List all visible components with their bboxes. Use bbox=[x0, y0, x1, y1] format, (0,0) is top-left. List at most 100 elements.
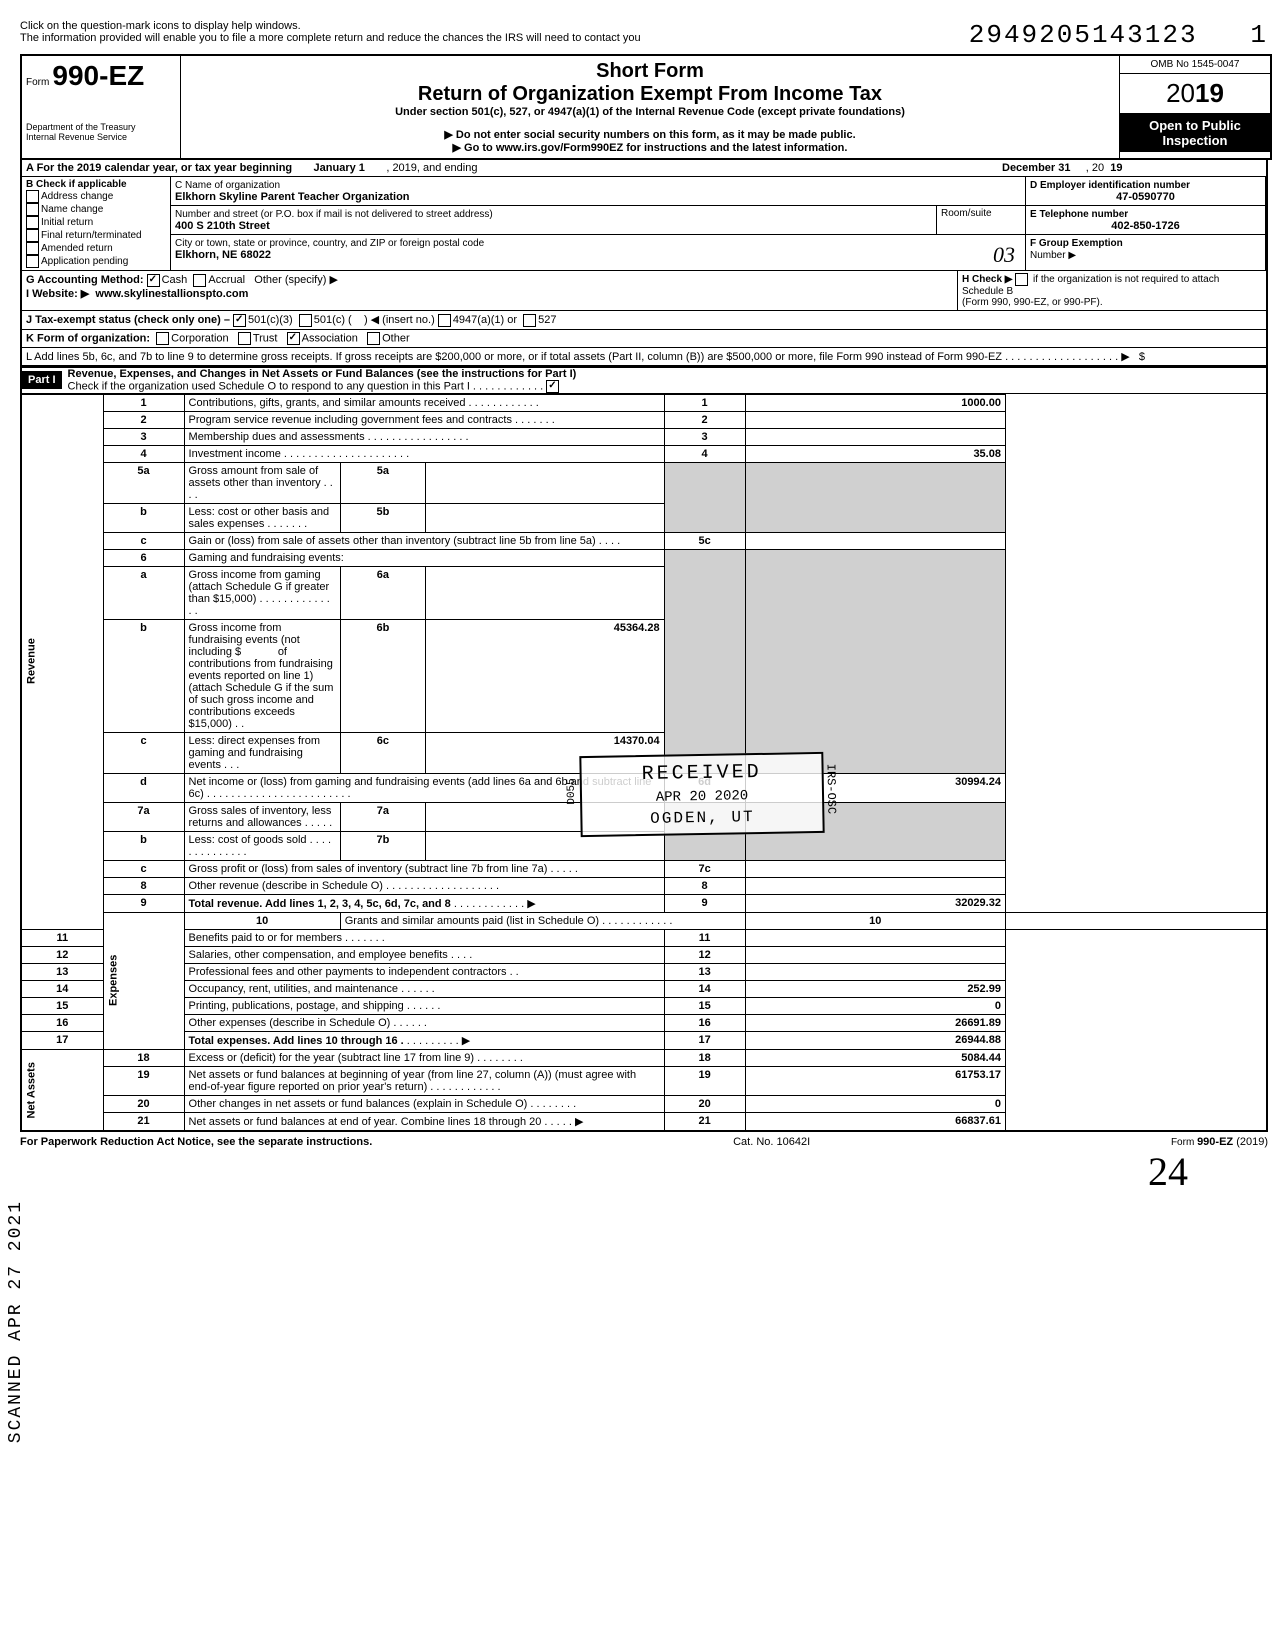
checkbox-accrual[interactable] bbox=[193, 274, 206, 287]
footer-cat-no: Cat. No. 10642I bbox=[733, 1136, 810, 1148]
checkbox-other-org[interactable] bbox=[367, 332, 380, 345]
line-21-text: Net assets or fund balances at end of ye… bbox=[189, 1116, 542, 1128]
checkbox-application-pending[interactable] bbox=[26, 255, 39, 268]
line-18-text: Excess or (deficit) for the year (subtra… bbox=[189, 1052, 475, 1064]
line-3-text: Membership dues and assessments . bbox=[189, 431, 371, 443]
checkbox-schedule-b[interactable] bbox=[1015, 273, 1028, 286]
row-l-text: L Add lines 5b, 6c, and 7b to line 9 to … bbox=[26, 351, 1008, 363]
line-18-num: 18 bbox=[103, 1049, 184, 1066]
label-cash: Cash bbox=[162, 274, 188, 286]
line-10-text: Grants and similar amounts paid (list in… bbox=[345, 915, 599, 927]
checkbox-amended-return[interactable] bbox=[26, 242, 39, 255]
line-4-text: Investment income bbox=[189, 448, 281, 460]
label-other-org: Other bbox=[382, 332, 410, 344]
line-3-num: 3 bbox=[103, 428, 184, 445]
checkbox-cash[interactable] bbox=[147, 274, 160, 287]
line-11-value bbox=[745, 929, 1005, 946]
line-8-text: Other revenue (describe in Schedule O) . bbox=[189, 880, 390, 892]
line-21-right-num: 21 bbox=[664, 1112, 745, 1131]
ein: 47-0590770 bbox=[1116, 191, 1175, 203]
label-other-method: Other (specify) ▶ bbox=[254, 274, 338, 286]
checkbox-501c[interactable] bbox=[299, 314, 312, 327]
line-17-right-num: 17 bbox=[664, 1031, 745, 1049]
section-net-assets: Net Assets bbox=[21, 1049, 103, 1131]
line-5a-value bbox=[426, 462, 665, 503]
line-16-text: Other expenses (describe in Schedule O) bbox=[189, 1017, 391, 1029]
line-7b-num: b bbox=[103, 831, 184, 860]
line-12-right-num: 12 bbox=[664, 946, 745, 963]
line-7c-right-num: 7c bbox=[664, 860, 745, 877]
checkbox-association[interactable] bbox=[287, 332, 300, 345]
label-trust: Trust bbox=[253, 332, 278, 344]
line-6d-num: d bbox=[103, 773, 184, 802]
page-number: 1 bbox=[1250, 20, 1268, 50]
line-20-value: 0 bbox=[745, 1095, 1005, 1112]
line-8-num: 8 bbox=[103, 877, 184, 894]
label-application-pending: Application pending bbox=[41, 256, 128, 267]
checkbox-initial-return[interactable] bbox=[26, 216, 39, 229]
checkbox-501c3[interactable] bbox=[233, 314, 246, 327]
line-17-num: 17 bbox=[21, 1031, 103, 1049]
line-6b-num: b bbox=[103, 619, 184, 732]
line-5a-text: Gross amount from sale of assets other t… bbox=[189, 465, 321, 489]
form-number: 990-EZ bbox=[52, 60, 144, 91]
line-16-right-num: 16 bbox=[664, 1014, 745, 1031]
line-5c-text: Gain or (loss) from sale of assets other… bbox=[189, 535, 596, 547]
label-insert-no: ) ◀ (insert no.) bbox=[364, 314, 435, 326]
line-6b-inner-value: 45364.28 bbox=[426, 619, 665, 732]
city-label: City or town, state or province, country… bbox=[175, 238, 484, 249]
row-l-dollar: $ bbox=[1139, 351, 1145, 363]
checkbox-name-change[interactable] bbox=[26, 203, 39, 216]
label-501c: 501(c) ( bbox=[314, 314, 352, 326]
stamp-date: APR 20 2020 bbox=[592, 787, 812, 807]
checkbox-address-change[interactable] bbox=[26, 190, 39, 203]
line-5c-num: c bbox=[103, 532, 184, 549]
street-label: Number and street (or P.O. box if mail i… bbox=[175, 209, 493, 220]
checkbox-4947a1[interactable] bbox=[438, 314, 451, 327]
box-c-label: C Name of organization bbox=[175, 180, 280, 191]
box-d-label: D Employer identification number bbox=[1030, 180, 1190, 191]
line-9-num: 9 bbox=[103, 894, 184, 912]
handwritten-03: 03 bbox=[993, 242, 1015, 268]
line-5b-text: Less: cost or other basis and sales expe… bbox=[189, 506, 330, 530]
telephone: 402-850-1726 bbox=[1111, 220, 1180, 232]
label-name-change: Name change bbox=[41, 204, 103, 215]
line-3-value bbox=[745, 428, 1005, 445]
line-2-num: 2 bbox=[103, 411, 184, 428]
line-12-text: Salaries, other compensation, and employ… bbox=[189, 949, 448, 961]
label-corporation: Corporation bbox=[171, 332, 228, 344]
row-h-sub: (Form 990, 990-EZ, or 990-PF). bbox=[962, 297, 1103, 308]
city-state-zip: Elkhorn, NE 68022 bbox=[175, 249, 271, 261]
line-6a-text: Gross income from gaming (attach Schedul… bbox=[189, 569, 330, 605]
checkbox-trust[interactable] bbox=[238, 332, 251, 345]
part-1-title: Revenue, Expenses, and Changes in Net As… bbox=[68, 368, 577, 380]
stamp-irs-osc: IRS-OSC bbox=[823, 763, 838, 814]
period-mid: , 2019, and ending bbox=[386, 162, 477, 174]
ssn-warning: ▶ Do not enter social security numbers o… bbox=[185, 128, 1115, 141]
checkbox-final-return[interactable] bbox=[26, 229, 39, 242]
label-4947a1: 4947(a)(1) or bbox=[453, 314, 517, 326]
checkbox-527[interactable] bbox=[523, 314, 536, 327]
label-address-change: Address change bbox=[41, 191, 113, 202]
line-8-value bbox=[745, 877, 1005, 894]
line-16-num: 16 bbox=[21, 1014, 103, 1031]
line-2-value bbox=[745, 411, 1005, 428]
line-13-num: 13 bbox=[21, 963, 103, 980]
stamp-d055: D055 bbox=[566, 778, 578, 805]
line-7a-num: 7a bbox=[103, 802, 184, 831]
line-6c-inner-num: 6c bbox=[340, 732, 425, 773]
line-6a-inner-num: 6a bbox=[340, 566, 425, 619]
period-end: December 31 bbox=[1002, 162, 1071, 174]
line-11-right-num: 11 bbox=[664, 929, 745, 946]
line-15-text: Printing, publications, postage, and shi… bbox=[189, 1000, 410, 1012]
checkbox-schedule-o[interactable] bbox=[546, 380, 559, 393]
checkbox-corporation[interactable] bbox=[156, 332, 169, 345]
label-501c3: 501(c)(3) bbox=[248, 314, 293, 326]
line-7a-text: Gross sales of inventory, less returns a… bbox=[189, 805, 332, 829]
stamp-received: RECEIVED APR 20 2020 OGDEN, UT IRS-OSC D… bbox=[579, 751, 824, 836]
line-7c-num: c bbox=[103, 860, 184, 877]
label-final-return: Final return/terminated bbox=[41, 230, 142, 241]
line-19-num: 19 bbox=[103, 1066, 184, 1095]
section-expenses: Expenses bbox=[103, 912, 184, 1049]
line-7c-value bbox=[745, 860, 1005, 877]
